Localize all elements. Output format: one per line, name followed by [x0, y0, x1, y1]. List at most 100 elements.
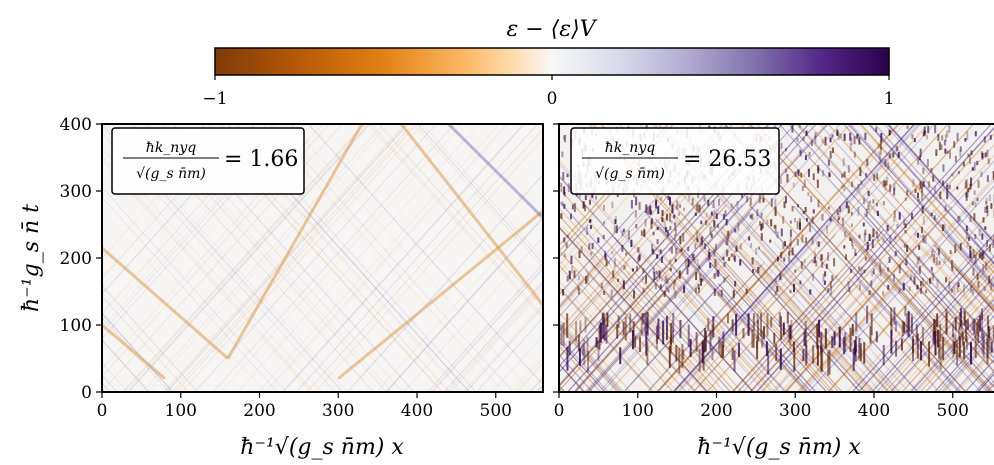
texture-speck	[959, 242, 962, 251]
texture-speck	[859, 343, 862, 361]
texture-line	[800, 176, 994, 392]
texture-line	[126, 124, 369, 392]
texture-speck	[909, 274, 912, 281]
texture-speck	[663, 220, 666, 230]
texture-speck	[905, 313, 908, 333]
texture-speck	[931, 248, 934, 253]
texture-speck	[870, 313, 873, 336]
texture-speck	[791, 205, 794, 212]
texture-line	[584, 124, 827, 392]
texture-line	[601, 212, 764, 392]
texture-speck	[974, 254, 977, 264]
texture-line	[559, 336, 609, 392]
texture-line	[944, 336, 994, 392]
texture-speck	[977, 180, 980, 188]
texture-speck	[569, 213, 572, 220]
texture-line	[828, 213, 990, 392]
texture-speck	[725, 219, 728, 226]
texture-speck	[934, 331, 937, 356]
texture-speck	[699, 237, 702, 247]
texture-speck	[566, 346, 569, 371]
texture-line	[914, 302, 994, 392]
texture-speck	[953, 287, 956, 296]
colorbar-tick-label-max: 1	[884, 89, 895, 109]
texture-speck	[694, 243, 697, 249]
texture-speck	[679, 235, 682, 245]
texture-speck	[691, 197, 694, 206]
x-tick-label: 0	[97, 401, 108, 421]
texture-speck	[853, 136, 856, 145]
texture-line	[874, 124, 994, 258]
texture-line	[431, 268, 543, 392]
texture-speck	[804, 328, 807, 341]
texture-speck	[822, 273, 825, 282]
texture-line	[559, 271, 631, 353]
texture-speck	[926, 158, 929, 167]
texture-speck	[779, 273, 782, 280]
texture-speck	[813, 251, 816, 258]
texture-speck	[864, 229, 867, 236]
texture-speck	[774, 290, 777, 296]
texture-line	[220, 124, 463, 392]
texture-speck	[568, 270, 571, 280]
texture-line	[559, 344, 602, 392]
texture-speck	[578, 275, 581, 281]
texture-speck	[986, 338, 989, 365]
texture-speck	[888, 153, 891, 159]
texture-speck	[969, 246, 972, 250]
texture-speck	[687, 246, 690, 252]
texture-speck	[805, 345, 808, 363]
texture-speck	[857, 206, 860, 216]
texture-speck	[849, 143, 852, 152]
texture-speck	[783, 257, 786, 262]
texture-speck	[863, 232, 866, 242]
texture-speck	[734, 280, 737, 287]
texture-speck	[849, 237, 852, 242]
texture-speck	[666, 229, 669, 237]
texture-speck	[573, 203, 576, 213]
texture-speck	[561, 201, 564, 206]
texture-speck	[631, 268, 634, 272]
texture-line	[840, 223, 994, 392]
texture-speck	[814, 256, 817, 264]
texture-line	[886, 124, 994, 244]
texture-speck	[789, 220, 792, 224]
texture-line	[306, 128, 543, 392]
texture-speck	[916, 232, 919, 238]
panel-right-annotation-denominator: √(g_s n̄m)	[595, 166, 665, 182]
texture-speck	[715, 243, 718, 251]
texture-speck	[854, 345, 857, 362]
texture-speck	[804, 155, 807, 161]
texture-speck	[676, 200, 679, 210]
texture-line	[868, 124, 994, 265]
texture-speck	[889, 184, 892, 192]
texture-speck	[989, 134, 992, 140]
texture-speck	[944, 204, 947, 212]
texture-line	[672, 124, 915, 392]
texture-line	[697, 235, 840, 392]
texture-speck	[712, 200, 715, 209]
texture-speck	[605, 324, 608, 344]
texture-speck	[588, 243, 591, 250]
texture-speck	[700, 278, 703, 286]
texture-speck	[959, 146, 962, 152]
texture-speck	[843, 185, 846, 192]
texture-speck	[918, 245, 921, 250]
texture-line	[559, 280, 660, 392]
texture-speck	[645, 204, 648, 214]
texture-speck	[698, 348, 701, 372]
texture-speck	[938, 141, 941, 151]
texture-speck	[850, 137, 853, 146]
texture-speck	[925, 289, 928, 294]
texture-speck	[875, 331, 878, 343]
texture-speck	[886, 224, 889, 232]
texture-speck	[965, 225, 968, 232]
texture-speck	[841, 184, 844, 189]
texture-speck	[619, 347, 622, 365]
texture-speck	[694, 212, 697, 216]
texture-speck	[866, 241, 869, 251]
texture-speck	[940, 144, 943, 150]
texture-speck	[773, 332, 776, 344]
texture-speck	[927, 181, 930, 189]
texture-speck	[678, 270, 681, 279]
